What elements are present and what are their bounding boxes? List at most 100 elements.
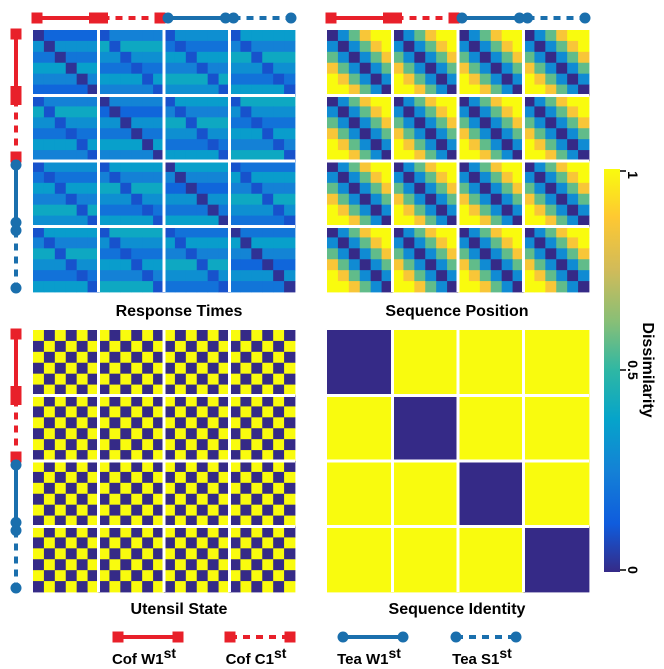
heatmap-cell [337, 237, 350, 249]
heatmap-cell [578, 150, 590, 162]
heatmap-cell [120, 204, 132, 216]
heatmap-cell [229, 450, 241, 462]
heatmap-cell [251, 461, 263, 473]
heatmap-cell [142, 439, 154, 451]
heatmap-cell [359, 30, 372, 42]
heatmap-cell [196, 504, 209, 516]
heatmap-cell [142, 281, 154, 293]
heatmap-cell [567, 106, 579, 118]
heatmap-cell [468, 248, 481, 260]
heatmap-cell [262, 461, 274, 473]
heatmap-cell [207, 373, 219, 385]
heatmap-cell [229, 193, 241, 206]
heatmap-cell [185, 30, 198, 42]
heatmap-cell [120, 548, 132, 560]
heatmap-cell [33, 281, 45, 293]
heatmap-cell [545, 248, 557, 260]
heatmap-cell [120, 226, 132, 238]
heatmap-cell [33, 417, 45, 429]
heatmap-cell [153, 270, 165, 282]
heatmap-cell [164, 139, 176, 151]
heatmap-cell [284, 351, 296, 364]
heatmap-cell [33, 259, 45, 271]
heatmap-cell [468, 139, 481, 151]
heatmap-cell [262, 95, 274, 107]
heatmap-cell [327, 106, 339, 118]
heatmap-cell [381, 182, 393, 195]
heatmap-cell [240, 559, 252, 571]
heatmap-cell [403, 95, 415, 107]
heatmap-cell [534, 128, 546, 140]
heatmap-cell [109, 182, 121, 195]
heatmap-cell [142, 248, 154, 260]
heatmap-cell [284, 340, 296, 353]
heatmap-cell [251, 215, 263, 227]
heatmap-cell [153, 515, 165, 527]
heatmap-cell [359, 171, 372, 184]
heatmap-cell [262, 537, 274, 549]
heatmap-cell [218, 559, 230, 571]
heatmap-cell [490, 215, 503, 227]
heatmap-cell [370, 117, 382, 129]
heatmap-cell [447, 204, 459, 216]
heatmap-cell [370, 40, 382, 53]
heatmap-cell [468, 161, 481, 173]
heatmap-cell [229, 117, 241, 129]
heatmap-cell [468, 270, 481, 282]
heatmap-cell [512, 117, 524, 129]
heatmap-cell [65, 515, 78, 527]
heatmap-cell [109, 161, 121, 173]
heatmap-cell [556, 215, 568, 227]
heatmap-cell [33, 526, 45, 538]
heatmap-cell [240, 62, 252, 75]
heatmap-cell [229, 537, 241, 549]
heatmap-cell [370, 128, 382, 140]
heatmap-cell [490, 259, 503, 271]
heatmap-cell [54, 504, 67, 516]
heatmap-cell [414, 161, 426, 173]
heatmap-cell [458, 330, 524, 396]
heatmap-cell [87, 493, 99, 506]
heatmap-cell [196, 30, 209, 42]
heatmap-cell [436, 215, 448, 227]
heatmap-cell [109, 226, 121, 238]
heatmap-cell [229, 270, 241, 282]
heatmap-cell [273, 482, 285, 495]
heatmap-cell [164, 161, 176, 173]
heatmap-cell [229, 259, 241, 271]
heatmap-cell [207, 439, 219, 451]
heatmap-cell [556, 161, 568, 173]
heatmap-cell [120, 471, 132, 484]
heatmap-cell [240, 471, 252, 484]
heatmap-cell [174, 340, 187, 353]
heatmap-cell [348, 204, 361, 216]
heatmap-cell [65, 504, 78, 516]
heatmap-cell [142, 493, 154, 506]
heatmap-cell [381, 248, 393, 260]
heatmap-cell [76, 248, 88, 260]
heatmap-cell [131, 362, 143, 375]
heatmap-cell [185, 493, 198, 506]
heatmap-cell [501, 117, 513, 129]
heatmap-cell [240, 270, 252, 282]
heatmap-cell [164, 281, 176, 293]
heatmap-cell [185, 215, 198, 227]
heatmap-cell [229, 139, 241, 151]
heatmap-cell [218, 504, 230, 516]
heatmap-cell [523, 40, 535, 53]
heatmap-cell [54, 417, 67, 429]
heatmap-cell [273, 570, 285, 582]
heatmap-cell [33, 84, 45, 96]
heatmap-cell [251, 161, 263, 173]
legend-label: Cof W1st [112, 645, 176, 668]
heatmap-cell [87, 351, 99, 364]
heatmap-cell [359, 204, 372, 216]
heatmap-cell [218, 384, 230, 396]
heatmap-cell [578, 106, 590, 118]
heatmap-cell [523, 51, 535, 64]
heatmap-cell [392, 150, 404, 162]
heatmap-cell [120, 559, 132, 571]
heatmap-cell [109, 171, 121, 184]
heatmap-cell [490, 62, 503, 75]
heatmap-cell [545, 161, 557, 173]
